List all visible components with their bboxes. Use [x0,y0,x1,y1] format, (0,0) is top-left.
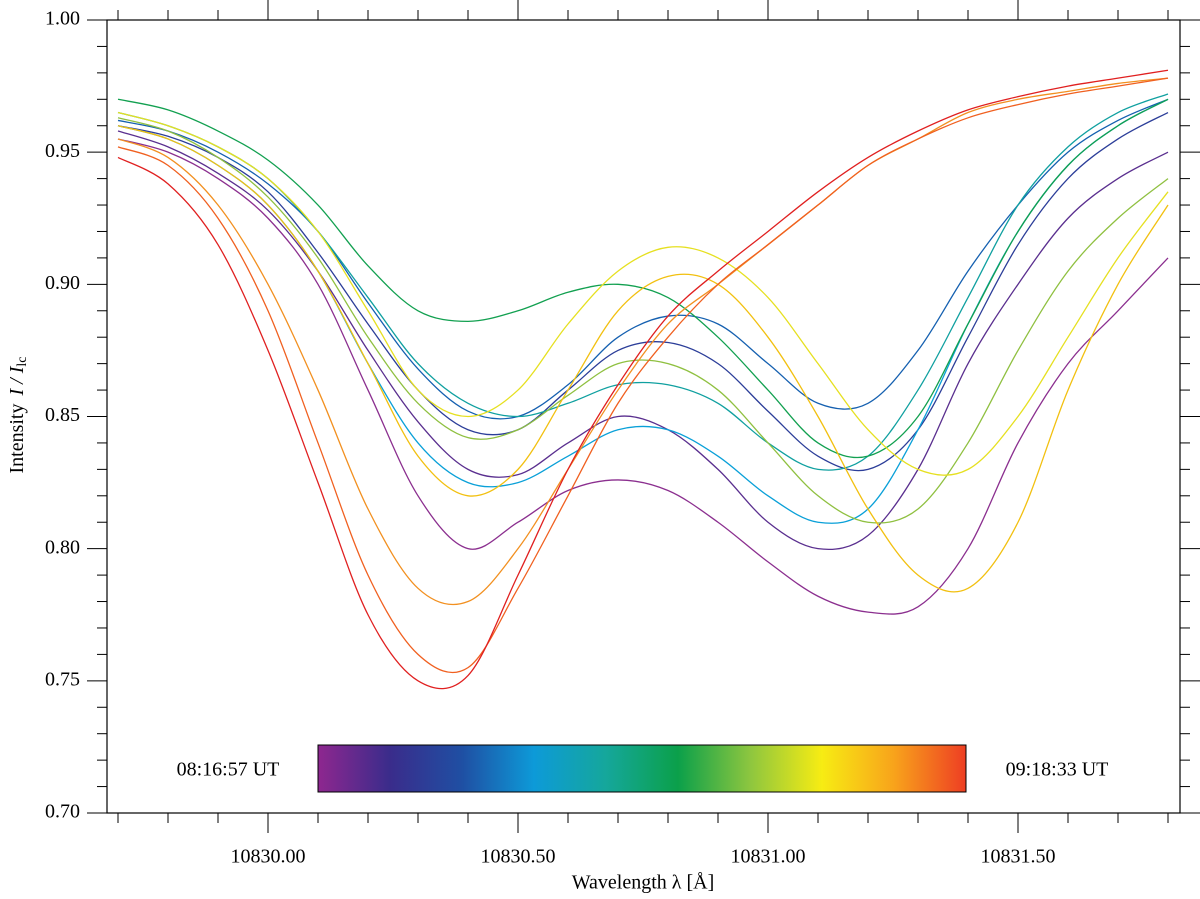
y-tick-label: 0.70 [45,801,80,823]
y-tick-label: 1.00 [45,8,80,30]
y-tick-label: 0.95 [45,140,80,162]
y-tick-label: 0.75 [45,668,80,690]
plot-frame [106,19,1181,814]
spectral-line [117,98,1169,420]
y-axis-label-symbol: I / I [6,365,28,396]
spectral-line [117,130,1169,551]
spectral-line [117,111,1169,472]
spectral-line [117,138,1169,615]
colorbar [317,744,967,793]
axes: 10830.00 10830.50 10831.00 10831.50 0.70 0.75… [45,0,1200,868]
y-tick-label: 0.80 [45,536,80,558]
colorbar-start-label: 08:16:57 UT [177,759,280,781]
spectral-line [117,93,1169,471]
y-axis-label-text: Intensity [6,404,28,474]
y-axis-label-subscript: lc [15,357,30,367]
spectral-line [117,98,1169,524]
x-tick-label: 10830.50 [481,846,556,868]
spectral-line [117,111,1169,476]
x-tick-label: 10831.00 [731,846,806,868]
spectral-line [117,98,1169,459]
y-tick-label: 0.90 [45,272,80,294]
spectral-line [117,69,1169,690]
spectral-line [117,77,1169,606]
spectral-line [117,77,1169,674]
y-axis-label: Intensity I / Ilc [6,357,31,474]
spectral-line [117,125,1169,593]
colorbar-end-label: 09:18:33 UT [1006,759,1109,781]
x-axis-label: Wavelength λ [Å] [572,872,714,894]
spectral-line [117,117,1169,524]
x-tick-label: 10831.50 [981,846,1056,868]
curves [117,69,1169,690]
x-tick-label: 10830.00 [231,846,306,868]
y-tick-label: 0.85 [45,404,80,426]
